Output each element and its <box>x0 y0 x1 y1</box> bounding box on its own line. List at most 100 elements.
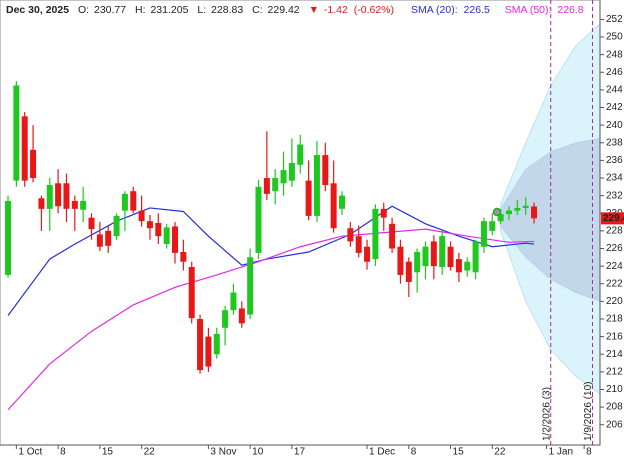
candle-body <box>397 246 404 275</box>
candle-body <box>46 185 53 209</box>
candle-body <box>230 292 237 311</box>
candle-body <box>297 144 304 165</box>
candle-body <box>355 236 362 253</box>
header: Dec 30, 2025 O: 230.77 H: 231.205 L: 228… <box>6 4 584 16</box>
change-pct: (-0.62%) <box>354 4 394 16</box>
candle-body <box>288 163 295 181</box>
candle-body <box>55 183 62 207</box>
ohlc-value: 230.77 <box>94 4 126 16</box>
candle-body <box>213 333 220 355</box>
legend-value: 226.5 <box>464 4 490 16</box>
y-tick-label: 226 <box>606 243 623 254</box>
candle-body <box>88 217 95 230</box>
ohlc-value: 228.83 <box>211 4 243 16</box>
candle-body <box>172 226 179 253</box>
candle-body <box>505 210 512 215</box>
x-tick-label: 1 Dec <box>369 447 395 456</box>
candle-body <box>63 183 70 209</box>
candle-body <box>480 221 487 247</box>
candle-body <box>121 193 128 211</box>
legend-entry: SMA (20): <box>411 4 458 16</box>
candle-body <box>380 208 387 218</box>
y-tick-label: 248 <box>606 49 623 60</box>
y-tick-label: 220 <box>606 296 623 307</box>
y-tick-label: 242 <box>606 102 623 113</box>
candle-body <box>414 252 421 273</box>
y-tick-label: 206 <box>606 419 623 430</box>
candle-body <box>439 236 446 267</box>
x-tick-label: 8 <box>411 447 417 456</box>
candle-body <box>255 186 262 253</box>
x-tick-label: 17 <box>294 447 306 456</box>
candle-body <box>347 228 354 242</box>
candle-body <box>531 206 538 219</box>
candle-body <box>422 246 429 267</box>
candle-body <box>155 222 162 237</box>
y-tick-label: 208 <box>606 402 623 413</box>
candle-body <box>146 221 153 229</box>
candle-body <box>96 234 103 247</box>
candle-body <box>405 261 412 282</box>
candle-body <box>514 207 521 211</box>
candle-body <box>130 191 137 211</box>
y-tick-label: 218 <box>606 314 623 325</box>
candle-body <box>330 183 337 229</box>
y-tick-label: 222 <box>606 278 623 289</box>
y-tick-label: 238 <box>606 137 623 148</box>
ohlc-label: L: <box>197 4 206 16</box>
y-tick-label: 246 <box>606 67 623 78</box>
y-tick-label: 212 <box>606 367 623 378</box>
x-tick-label: 22 <box>494 447 506 456</box>
candle-body <box>247 257 254 315</box>
marker-label: 1/2/2026 (3) <box>541 387 552 441</box>
candle-body <box>197 318 204 371</box>
candle-body <box>464 261 471 271</box>
candle-body <box>263 178 270 194</box>
ohlc-value: 231.205 <box>150 4 188 16</box>
candle-body <box>430 241 437 267</box>
candle-body <box>138 210 145 222</box>
candle-body <box>188 267 195 319</box>
x-tick-label: 8 <box>586 447 592 456</box>
y-tick-label: 244 <box>606 85 623 96</box>
y-tick-label: 236 <box>606 155 623 166</box>
x-tick-label: 8 <box>60 447 66 456</box>
x-tick-label: 1 Jan <box>549 447 573 456</box>
candle-body <box>389 223 396 249</box>
sma-line <box>7 228 535 411</box>
price-tag <box>601 212 624 225</box>
y-tick-label: 250 <box>606 32 623 43</box>
candle-body <box>80 200 87 210</box>
candle-body <box>38 198 45 209</box>
candle-body <box>21 116 28 181</box>
candle-body <box>522 205 529 208</box>
candle-body <box>455 259 462 273</box>
candle-body <box>305 180 312 216</box>
ohlc-value: 229.42 <box>268 4 300 16</box>
event-marker <box>492 207 502 217</box>
y-tick-label: 214 <box>606 349 623 360</box>
ohlc-label: H: <box>135 4 146 16</box>
candle-body <box>313 155 320 216</box>
candle-body <box>472 241 479 273</box>
x-tick-label: 22 <box>144 447 156 456</box>
x-tick-label: 3 Nov <box>210 447 236 456</box>
candle-body <box>163 227 170 245</box>
y-tick-label: 210 <box>606 384 623 395</box>
candle-body <box>447 246 454 267</box>
candle-body <box>105 230 112 246</box>
candle-body <box>372 208 379 260</box>
candle-body <box>30 149 37 178</box>
y-tick-label: 228 <box>606 226 623 237</box>
candle-body <box>205 336 212 367</box>
y-tick-label: 240 <box>606 120 623 131</box>
candle-body <box>13 85 20 181</box>
x-tick-label: 15 <box>453 447 465 456</box>
ohlc-label: O: <box>78 4 89 16</box>
candle-body <box>322 155 329 186</box>
x-tick-label: 10 <box>252 447 264 456</box>
date: Dec 30, 2025 <box>6 4 69 16</box>
y-tick-label: 216 <box>606 331 623 342</box>
legend-value: 226.8 <box>557 4 583 16</box>
